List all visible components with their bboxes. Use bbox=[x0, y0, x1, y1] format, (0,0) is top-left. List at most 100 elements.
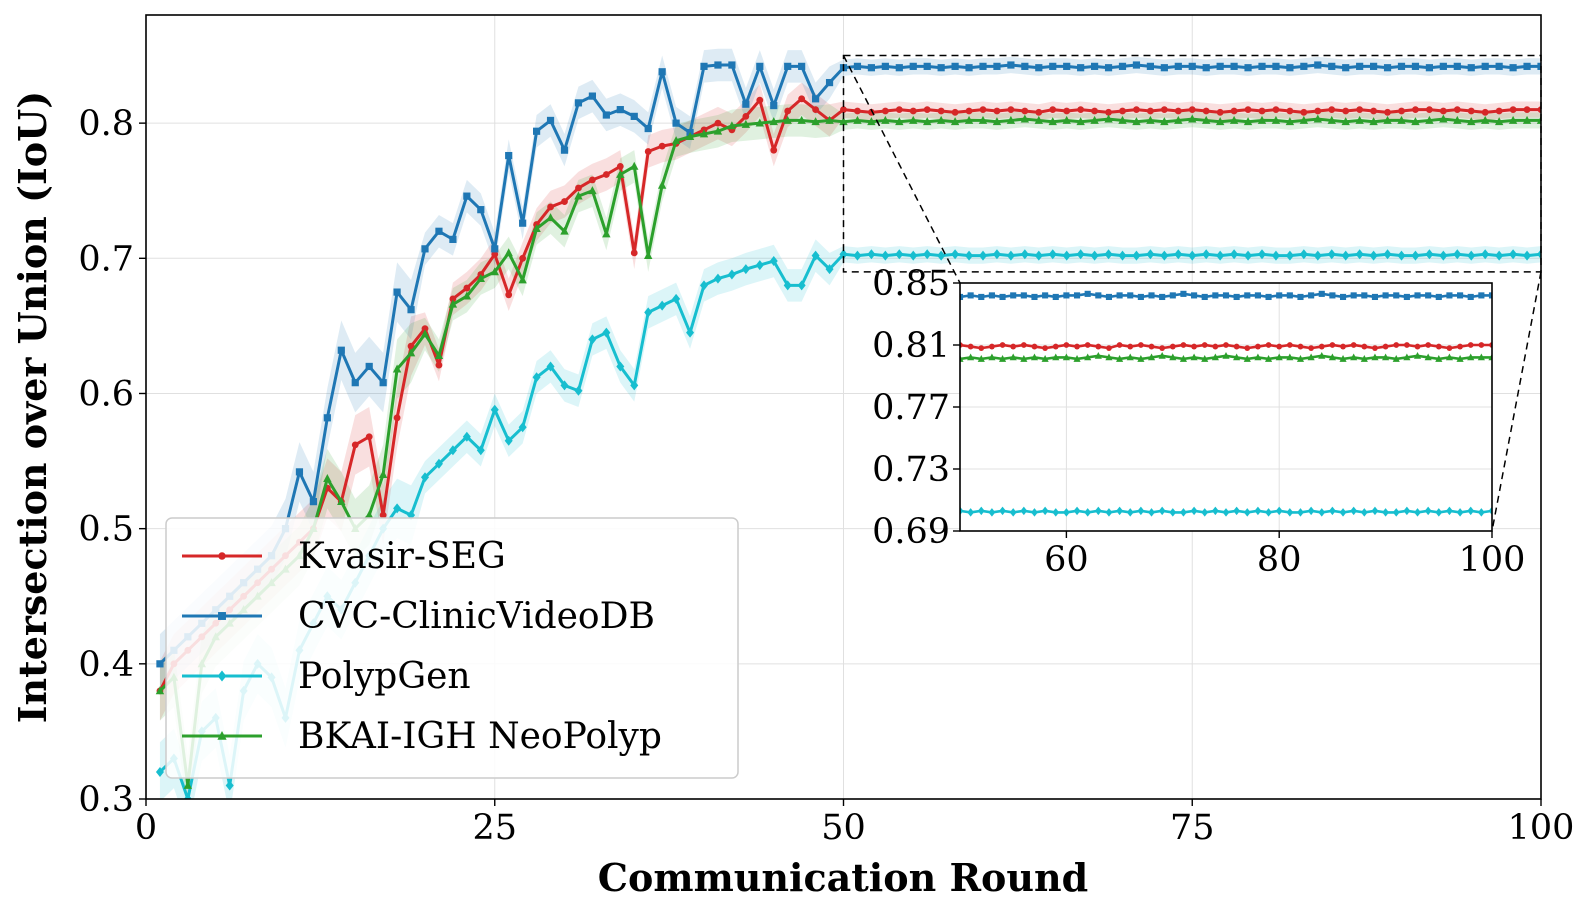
data-point bbox=[1006, 250, 1015, 261]
inset-data-point bbox=[1296, 355, 1305, 362]
zoom-connector-line bbox=[842, 55, 961, 284]
data-point bbox=[1132, 61, 1141, 69]
inset-data-point bbox=[1137, 293, 1144, 301]
data-point bbox=[449, 295, 457, 303]
data-point bbox=[574, 385, 583, 396]
inset-data-point bbox=[1179, 355, 1188, 362]
data-point bbox=[798, 95, 806, 103]
data-point bbox=[1467, 250, 1476, 261]
data-point bbox=[295, 468, 304, 476]
data-point bbox=[783, 115, 792, 124]
data-point bbox=[1495, 62, 1503, 70]
data-point bbox=[504, 248, 513, 257]
inset-data-point bbox=[1147, 353, 1156, 361]
main-axis-ticks: 0 25 50 75 100 0.3 0.4 0.5 0.6 0.7 0.8 bbox=[78, 104, 1574, 848]
data-point bbox=[505, 291, 513, 299]
data-point bbox=[1481, 249, 1490, 260]
data-point bbox=[797, 115, 806, 124]
data-point bbox=[421, 245, 429, 253]
data-point bbox=[630, 161, 639, 170]
data-point bbox=[1188, 114, 1197, 123]
data-point bbox=[491, 245, 499, 253]
data-point bbox=[783, 280, 792, 291]
data-point bbox=[812, 95, 820, 103]
data-point bbox=[756, 62, 764, 70]
data-point bbox=[1439, 107, 1447, 115]
inset-data-point bbox=[998, 355, 1007, 362]
y-tick-label: 0.7 bbox=[78, 239, 134, 279]
inset-data-point bbox=[1073, 355, 1081, 362]
data-point bbox=[798, 62, 806, 70]
inset-data-point bbox=[1063, 342, 1070, 348]
data-point bbox=[853, 115, 862, 124]
data-point bbox=[1397, 62, 1406, 70]
data-point bbox=[434, 458, 443, 469]
inset-data-point bbox=[1137, 342, 1144, 348]
inset-data-point bbox=[1180, 508, 1187, 517]
inset-data-point bbox=[1467, 353, 1475, 361]
inset-data-point bbox=[1445, 353, 1454, 361]
data-point bbox=[630, 380, 639, 391]
inset-data-point bbox=[1009, 353, 1017, 361]
data-point bbox=[1007, 61, 1015, 69]
inset-data-point bbox=[1094, 351, 1102, 359]
inset-data-point bbox=[1180, 342, 1187, 348]
data-point bbox=[616, 169, 625, 178]
inset-data-point bbox=[1478, 292, 1485, 299]
legend-marker bbox=[217, 730, 227, 740]
data-point bbox=[518, 275, 527, 284]
data-point bbox=[741, 264, 750, 275]
data-point bbox=[1202, 249, 1211, 260]
data-point bbox=[1202, 115, 1211, 124]
inset-data-point bbox=[1159, 293, 1166, 301]
data-point bbox=[1495, 107, 1503, 115]
inset-data-point bbox=[1350, 506, 1358, 516]
inset-data-point bbox=[1191, 292, 1198, 299]
data-point bbox=[672, 119, 680, 127]
inset-data-point bbox=[1095, 343, 1102, 350]
data-point bbox=[867, 249, 876, 260]
inset-data-point bbox=[1265, 508, 1272, 517]
inset-data-point bbox=[1307, 506, 1315, 516]
data-point bbox=[658, 68, 666, 76]
data-point bbox=[602, 171, 610, 178]
inset-data-point bbox=[1063, 292, 1070, 299]
inset-data-point bbox=[1372, 345, 1378, 351]
data-point bbox=[491, 250, 499, 258]
inset-data-point bbox=[1435, 508, 1443, 517]
series-line bbox=[158, 117, 1541, 787]
data-point bbox=[630, 249, 638, 257]
data-point bbox=[672, 293, 681, 304]
inset-data-point bbox=[1308, 292, 1315, 299]
inset-data-point bbox=[1392, 508, 1400, 517]
data-point bbox=[616, 361, 625, 372]
inset-data-point bbox=[1010, 343, 1017, 350]
data-point bbox=[1370, 107, 1377, 115]
data-point bbox=[1536, 115, 1541, 124]
data-point bbox=[1285, 250, 1294, 261]
inset-data-point bbox=[1424, 353, 1432, 361]
x-tick-label: 100 bbox=[1508, 808, 1575, 848]
data-point bbox=[392, 364, 402, 373]
data-point bbox=[1035, 108, 1043, 116]
data-point bbox=[1006, 115, 1016, 124]
inset-data-point bbox=[1148, 343, 1155, 350]
data-point bbox=[825, 115, 834, 124]
data-point bbox=[1299, 249, 1308, 260]
data-point bbox=[909, 62, 917, 70]
data-point bbox=[1355, 115, 1364, 124]
data-point bbox=[1523, 62, 1531, 70]
data-point bbox=[881, 107, 889, 115]
data-point bbox=[365, 510, 374, 519]
data-point bbox=[978, 115, 988, 124]
series-line bbox=[158, 63, 1541, 665]
data-point bbox=[1467, 117, 1476, 126]
data-point bbox=[1202, 107, 1210, 115]
data-point bbox=[1146, 249, 1155, 260]
inset-data-point bbox=[1339, 508, 1347, 517]
y-tick-label: 0.8 bbox=[78, 104, 134, 144]
data-point bbox=[671, 136, 681, 145]
data-point bbox=[658, 300, 667, 311]
data-point bbox=[1412, 106, 1419, 114]
inset-series-lines bbox=[960, 290, 1492, 517]
